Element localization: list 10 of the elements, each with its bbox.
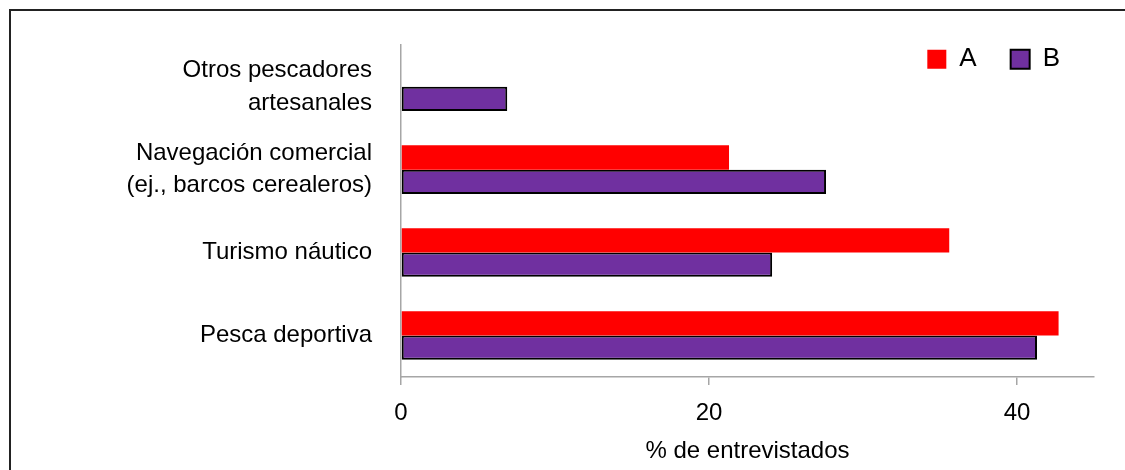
y-tick-label: Turismo náutico xyxy=(202,237,372,265)
y-tick-label: Navegación comercial (ej., barcos cerealeros) xyxy=(126,138,372,198)
x-tick-label: 40 xyxy=(1003,398,1031,426)
legend-label: A xyxy=(959,42,978,73)
legend-label: B xyxy=(1042,42,1060,73)
x-tick-label: 0 xyxy=(394,398,408,426)
y-tick-label: Otros pescadores artesanales xyxy=(182,55,372,115)
y-tick-label: Pesca deportiva xyxy=(199,320,373,348)
x-tick-label: 20 xyxy=(695,398,723,426)
x-axis-title: % de entrevistados xyxy=(645,436,850,464)
